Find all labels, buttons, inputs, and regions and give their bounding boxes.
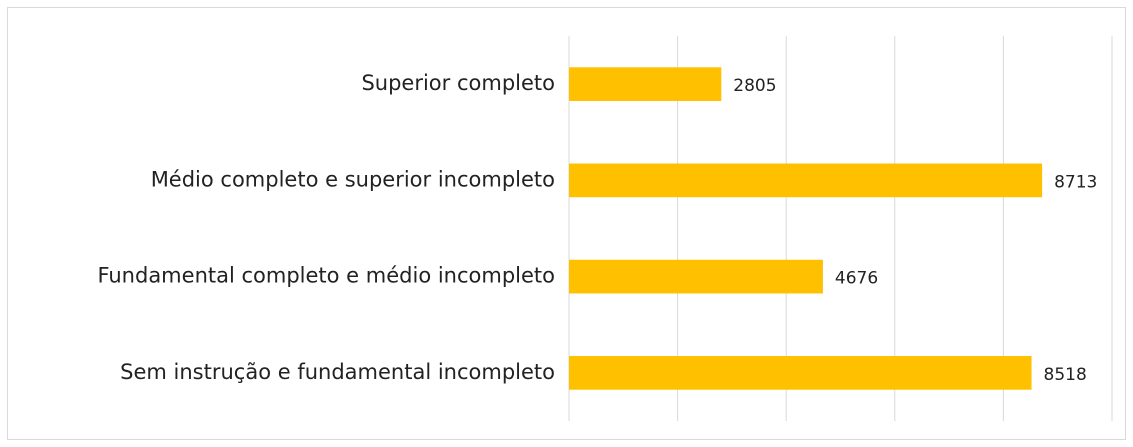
- value-label: 4676: [835, 269, 878, 289]
- value-label: 2805: [733, 76, 776, 96]
- value-label: 8518: [1044, 365, 1087, 385]
- bar: [569, 259, 823, 294]
- bar: [569, 163, 1043, 198]
- bar: [569, 67, 722, 101]
- bar: [569, 356, 1032, 390]
- y-tick-label: Médio completo e superior incompleto: [151, 167, 555, 191]
- value-label: 8713: [1054, 172, 1097, 192]
- y-tick-label: Sem instrução e fundamental incompleto: [120, 360, 555, 384]
- y-tick-label: Superior completo: [361, 71, 555, 95]
- y-tick-label: Fundamental completo e médio incompleto: [97, 264, 555, 288]
